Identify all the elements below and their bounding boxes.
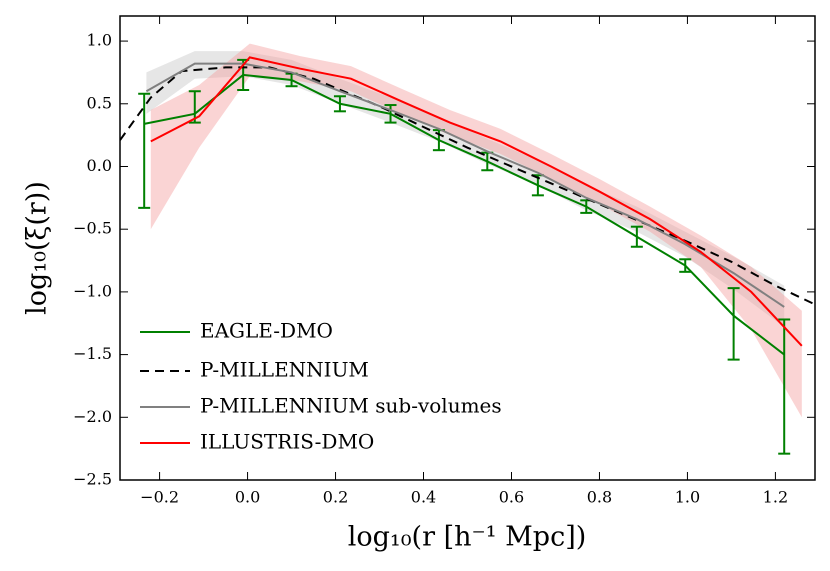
error-band xyxy=(146,51,785,328)
y-tick-label: 1.0 xyxy=(87,31,112,50)
x-tick-label: 1.2 xyxy=(763,488,788,507)
plot-frame xyxy=(119,15,816,481)
legend-label: ILLUSTRIS-DMO xyxy=(200,430,374,454)
error-bar xyxy=(188,90,201,124)
series-line xyxy=(145,62,785,308)
y-tick-label: 0.0 xyxy=(87,156,112,175)
plot-area xyxy=(120,43,815,455)
x-tick-label: 0.4 xyxy=(411,488,436,507)
error-bar xyxy=(679,258,692,273)
y-tick-label: −1.0 xyxy=(73,281,112,300)
y-tick-label: −1.5 xyxy=(73,344,112,363)
x-tick-label: 0.0 xyxy=(235,488,260,507)
error-bar xyxy=(333,95,346,113)
legend-label: P-MILLENNIUM xyxy=(200,358,369,382)
y-tick-label: −2.0 xyxy=(73,407,112,426)
error-band xyxy=(150,43,802,418)
x-tick-label: −0.2 xyxy=(140,488,179,507)
x-tick-label: 1.0 xyxy=(675,488,700,507)
series-line xyxy=(143,73,785,356)
error-bar xyxy=(138,92,151,209)
y-tick-label: 0.5 xyxy=(87,93,112,112)
y-axis-label: log₁₀(ξ(r)) xyxy=(22,181,53,315)
legend-label: P-MILLENNIUM sub-volumes xyxy=(200,394,502,418)
x-tick-label: 0.8 xyxy=(587,488,612,507)
series-line xyxy=(120,66,815,306)
error-bar xyxy=(384,104,397,124)
x-axis-label: log₁₀(r [h⁻¹ Mpc]) xyxy=(348,522,587,553)
y-tick-label: −2.5 xyxy=(73,470,112,489)
error-bar xyxy=(727,287,740,361)
y-tick-label: −0.5 xyxy=(73,219,112,238)
legend-label: EAGLE-DMO xyxy=(200,319,333,343)
error-bar xyxy=(778,318,791,455)
x-tick-label: 0.6 xyxy=(499,488,524,507)
series-line xyxy=(150,56,803,347)
error-bar xyxy=(630,225,643,248)
x-tick-label: 0.2 xyxy=(323,488,348,507)
